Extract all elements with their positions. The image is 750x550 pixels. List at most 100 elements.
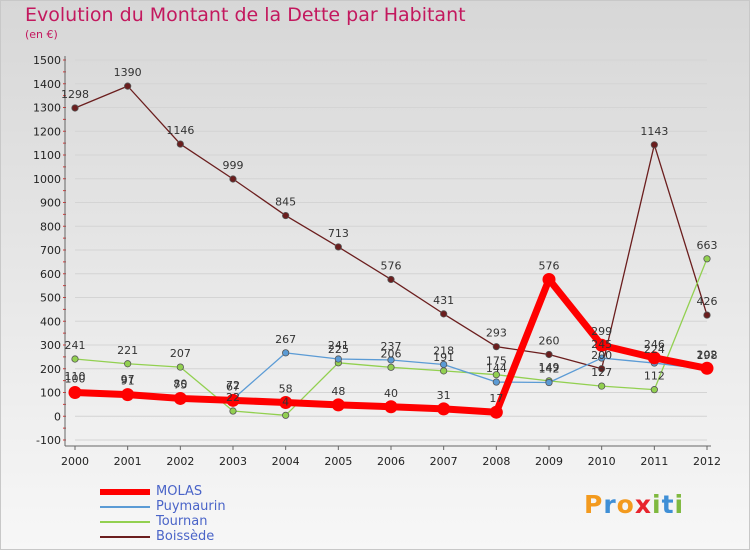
data-point xyxy=(71,104,79,112)
data-point xyxy=(650,141,658,149)
y-tick-label: 200 xyxy=(40,363,61,376)
legend-label: Tournan xyxy=(156,514,208,529)
data-label: 845 xyxy=(275,196,296,209)
data-label: 576 xyxy=(381,259,402,272)
data-label: 149 xyxy=(539,361,560,374)
data-point xyxy=(124,82,132,90)
data-point xyxy=(279,395,293,409)
data-label: 207 xyxy=(170,347,191,360)
data-label: 713 xyxy=(328,227,349,240)
data-point xyxy=(700,361,714,375)
y-tick-label: 100 xyxy=(40,387,61,400)
x-tick-label: 2009 xyxy=(535,455,563,468)
data-label: 1146 xyxy=(166,124,194,137)
data-point xyxy=(387,356,395,364)
data-label: 1143 xyxy=(640,125,668,138)
x-tick-label: 2003 xyxy=(219,455,247,468)
data-label: 1298 xyxy=(61,88,89,101)
data-label: 224 xyxy=(644,343,665,356)
data-label: 260 xyxy=(539,335,560,348)
data-label: 663 xyxy=(697,239,718,252)
legend-item: Boissède xyxy=(100,529,320,545)
chart-title: Evolution du Montant de la Dette par Hab… xyxy=(25,4,466,26)
data-point xyxy=(334,243,342,251)
data-point xyxy=(387,275,395,284)
data-label: 200 xyxy=(591,349,612,362)
data-label: 144 xyxy=(486,362,507,375)
data-point xyxy=(229,407,237,415)
data-label: 221 xyxy=(117,344,138,357)
logo-letter: i xyxy=(674,490,685,519)
data-point xyxy=(440,360,448,369)
data-point xyxy=(598,365,606,373)
axes xyxy=(63,56,711,450)
data-point xyxy=(703,255,711,263)
legend-item: Puymaurin xyxy=(100,499,320,515)
x-tick-label: 2007 xyxy=(430,455,458,468)
y-tick-label: 700 xyxy=(40,244,61,257)
data-label: 198 xyxy=(697,349,718,362)
data-point xyxy=(598,354,606,362)
data-label: 142 xyxy=(539,363,560,376)
data-label: 72 xyxy=(226,379,240,392)
data-label: 293 xyxy=(486,327,507,340)
data-label: 225 xyxy=(328,343,349,356)
data-point xyxy=(71,355,79,363)
data-label: 67 xyxy=(226,380,240,393)
data-point xyxy=(331,398,345,412)
data-point xyxy=(650,386,658,394)
data-point xyxy=(226,393,240,407)
data-point xyxy=(440,310,448,318)
data-label: 112 xyxy=(644,370,665,383)
data-point xyxy=(176,363,184,371)
y-tick-label: 1000 xyxy=(33,173,61,186)
y-tick-label: 600 xyxy=(40,268,61,281)
data-labels: 100 91 75 67 58 48 40 31 17 576 299 246 202 110 97 80 72… xyxy=(61,66,718,408)
logo-letter: x xyxy=(634,490,652,519)
data-label: 299 xyxy=(591,325,612,338)
y-tick-label: 900 xyxy=(40,197,61,210)
logo-letter: r xyxy=(603,490,617,519)
x-tick-label: 2006 xyxy=(377,455,405,468)
y-tick-label: 1400 xyxy=(33,78,61,91)
data-label: 241 xyxy=(328,339,349,352)
x-tick-label: 2008 xyxy=(482,455,510,468)
data-point xyxy=(489,405,503,419)
data-point xyxy=(545,350,553,359)
data-label: 426 xyxy=(697,295,718,308)
legend-item: MOLAS xyxy=(100,484,320,500)
x-tick-label: 2012 xyxy=(693,455,721,468)
logo-letter: t xyxy=(661,490,675,519)
data-label: 58 xyxy=(279,382,293,395)
y-tick-label: 1500 xyxy=(33,54,61,67)
data-label: 237 xyxy=(381,340,402,353)
series-points xyxy=(68,82,714,419)
data-label: 245 xyxy=(591,338,612,351)
x-tick-label: 2005 xyxy=(324,455,352,468)
data-label: 267 xyxy=(275,333,296,346)
data-point xyxy=(440,367,448,375)
data-point xyxy=(387,363,395,371)
y-tick-label: 1100 xyxy=(33,149,61,162)
proxiti-logo: Proxiti xyxy=(584,490,684,519)
data-label: 246 xyxy=(644,338,665,351)
data-label: 191 xyxy=(433,351,454,364)
y-tick-label: 500 xyxy=(40,292,61,305)
legend-label: Puymaurin xyxy=(156,499,226,514)
data-point xyxy=(492,371,500,379)
x-axis-tick-labels: 2000 2001 2002 2003 2004 2005 2006 2007 2008 2009… xyxy=(61,455,721,468)
x-tick-label: 2010 xyxy=(588,455,616,468)
y-axis-tick-labels: -100 0 100 200 300 400 500 600 700 800 900 1000 1100… xyxy=(33,54,61,447)
data-label: 31 xyxy=(437,389,451,402)
data-label: 91 xyxy=(121,375,135,388)
data-point xyxy=(68,386,82,399)
data-label: 97 xyxy=(121,373,135,386)
data-point xyxy=(492,343,500,351)
x-tick-label: 2000 xyxy=(61,455,89,468)
data-label: 127 xyxy=(591,366,612,379)
data-point xyxy=(545,378,553,387)
data-label: 40 xyxy=(384,387,398,400)
y-tick-label: 0 xyxy=(54,410,61,423)
data-point xyxy=(647,351,661,365)
